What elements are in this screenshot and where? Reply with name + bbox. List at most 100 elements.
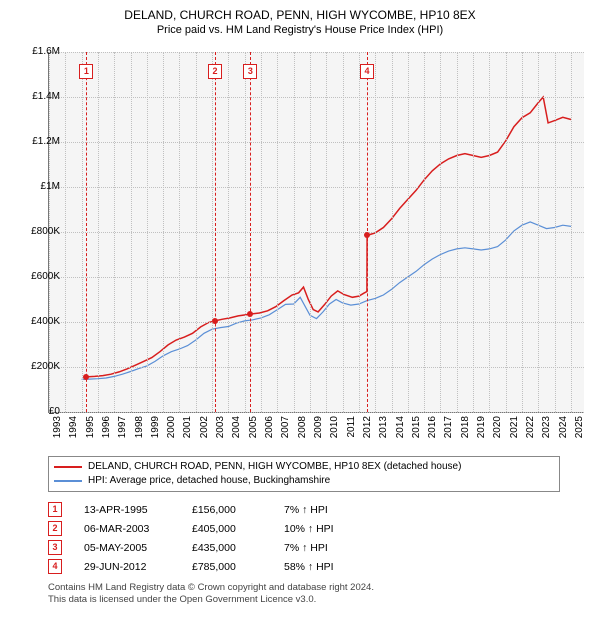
sale-marker-number: 4 [360, 64, 374, 79]
gridline-v [522, 52, 523, 412]
gridline-h [49, 97, 584, 98]
sale-marker-box: 2 [48, 521, 62, 536]
gridline-h [49, 52, 584, 53]
gridline-h [49, 412, 584, 413]
x-tick-label: 2004 [231, 416, 242, 438]
sale-pct: 7% ↑ HPI [284, 542, 394, 554]
gridline-v [196, 52, 197, 412]
x-tick-label: 2019 [476, 416, 487, 438]
series-line [86, 97, 571, 377]
x-tick-label: 2012 [362, 416, 373, 438]
legend-label: HPI: Average price, detached house, Buck… [88, 474, 330, 488]
sale-marker-line [86, 52, 87, 412]
gridline-v [506, 52, 507, 412]
y-tick-label: £1.2M [20, 137, 60, 147]
gridline-v [131, 52, 132, 412]
gridline-v [343, 52, 344, 412]
x-tick-label: 2021 [509, 416, 520, 438]
gridline-v [489, 52, 490, 412]
gridline-v [294, 52, 295, 412]
sale-pct: 58% ↑ HPI [284, 561, 394, 573]
gridline-h [49, 142, 584, 143]
x-tick-label: 2014 [395, 416, 406, 438]
footer-line: This data is licensed under the Open Gov… [48, 594, 374, 606]
sale-date: 29-JUN-2012 [84, 561, 170, 573]
sale-marker-line [215, 52, 216, 412]
gridline-v [326, 52, 327, 412]
sales-table: 1 13-APR-1995 £156,000 7% ↑ HPI 2 06-MAR… [48, 500, 394, 576]
x-tick-label: 2005 [248, 416, 259, 438]
sale-pct: 7% ↑ HPI [284, 504, 394, 516]
chart-legend: DELAND, CHURCH ROAD, PENN, HIGH WYCOMBE,… [48, 456, 560, 492]
x-tick-label: 2022 [525, 416, 536, 438]
gridline-v [555, 52, 556, 412]
gridline-v [114, 52, 115, 412]
gridline-v [228, 52, 229, 412]
gridline-v [424, 52, 425, 412]
x-tick-label: 2007 [280, 416, 291, 438]
x-tick-label: 2017 [443, 416, 454, 438]
x-tick-label: 2025 [574, 416, 585, 438]
gridline-h [49, 232, 584, 233]
sales-row: 3 05-MAY-2005 £435,000 7% ↑ HPI [48, 538, 394, 557]
sale-marker-box: 4 [48, 559, 62, 574]
gridline-h [49, 277, 584, 278]
chart-plot-area: 1234 [48, 52, 584, 413]
x-tick-label: 2015 [411, 416, 422, 438]
gridline-v [98, 52, 99, 412]
sale-marker-dot [212, 318, 218, 324]
gridline-v [147, 52, 148, 412]
y-tick-label: £800K [20, 227, 60, 237]
sale-price: £435,000 [192, 542, 262, 554]
footer-line: Contains HM Land Registry data © Crown c… [48, 582, 374, 594]
gridline-h [49, 367, 584, 368]
x-tick-label: 2018 [460, 416, 471, 438]
gridline-v [473, 52, 474, 412]
x-tick-label: 2023 [541, 416, 552, 438]
x-tick-label: 1997 [117, 416, 128, 438]
gridline-v [310, 52, 311, 412]
gridline-v [82, 52, 83, 412]
sales-row: 4 29-JUN-2012 £785,000 58% ↑ HPI [48, 557, 394, 576]
chart-title: DELAND, CHURCH ROAD, PENN, HIGH WYCOMBE,… [0, 0, 600, 23]
gridline-v [538, 52, 539, 412]
x-tick-label: 2009 [313, 416, 324, 438]
x-tick-label: 2016 [427, 416, 438, 438]
gridline-v [359, 52, 360, 412]
gridline-v [163, 52, 164, 412]
x-tick-label: 1998 [134, 416, 145, 438]
sale-marker-line [250, 52, 251, 412]
gridline-v [392, 52, 393, 412]
x-tick-label: 1994 [68, 416, 79, 438]
sale-marker-box: 1 [48, 502, 62, 517]
sale-date: 05-MAY-2005 [84, 542, 170, 554]
x-tick-label: 1995 [85, 416, 96, 438]
sale-marker-dot [83, 374, 89, 380]
legend-label: DELAND, CHURCH ROAD, PENN, HIGH WYCOMBE,… [88, 460, 461, 474]
gridline-v [440, 52, 441, 412]
sale-price: £785,000 [192, 561, 262, 573]
legend-swatch [54, 466, 82, 468]
sale-date: 06-MAR-2003 [84, 523, 170, 535]
gridline-v [179, 52, 180, 412]
sales-row: 1 13-APR-1995 £156,000 7% ↑ HPI [48, 500, 394, 519]
x-tick-label: 2024 [558, 416, 569, 438]
legend-swatch [54, 480, 82, 482]
legend-row: DELAND, CHURCH ROAD, PENN, HIGH WYCOMBE,… [54, 460, 554, 474]
sale-pct: 10% ↑ HPI [284, 523, 394, 535]
sale-marker-dot [364, 232, 370, 238]
sale-marker-number: 3 [243, 64, 257, 79]
sale-marker-dot [247, 311, 253, 317]
chart-footer: Contains HM Land Registry data © Crown c… [48, 582, 374, 606]
y-tick-label: £1M [20, 182, 60, 192]
x-tick-label: 2013 [378, 416, 389, 438]
gridline-v [245, 52, 246, 412]
y-tick-label: £1.4M [20, 92, 60, 102]
x-tick-label: 2003 [215, 416, 226, 438]
y-tick-label: £400K [20, 317, 60, 327]
x-tick-label: 2002 [199, 416, 210, 438]
gridline-v [408, 52, 409, 412]
gridline-v [277, 52, 278, 412]
x-tick-label: 2000 [166, 416, 177, 438]
x-tick-label: 1996 [101, 416, 112, 438]
